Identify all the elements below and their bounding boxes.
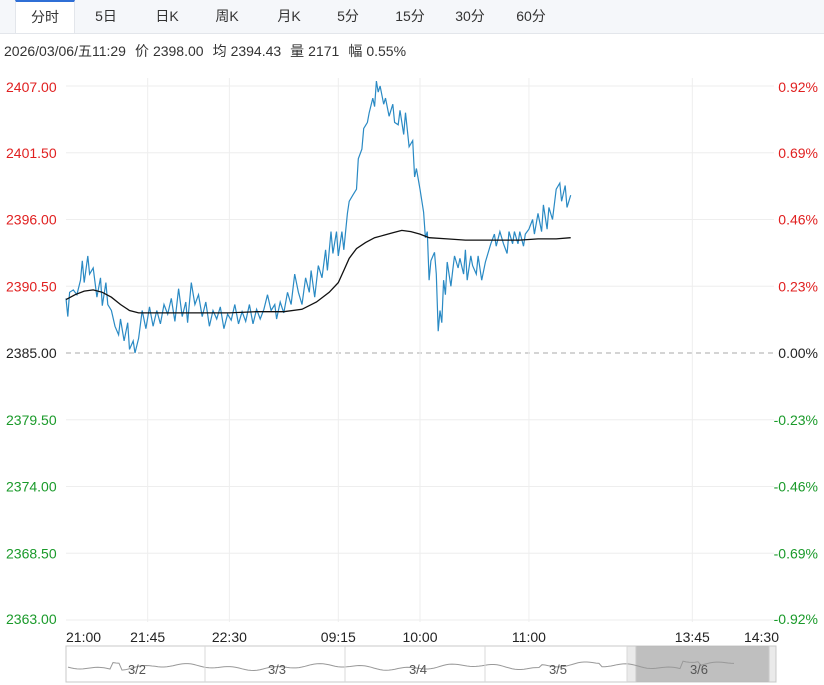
tab-15min[interactable]: 15分 — [395, 8, 425, 24]
tab-5min[interactable]: 5分 — [337, 8, 359, 24]
y-tick-label-right: 0.23% — [778, 278, 818, 294]
y-tick-label-left: 2379.50 — [6, 412, 57, 428]
y-tick-label-right: 0.46% — [778, 212, 818, 228]
price-value: 2398.00 — [152, 43, 204, 59]
y-tick-label-left: 2374.00 — [6, 479, 57, 495]
x-axis-labels: 21:00 21:45 22:30 09:15 10:00 11:00 13:45 14:30 — [66, 629, 779, 645]
x-tick-label: 13:45 — [675, 629, 710, 645]
x-tick-label: 11:00 — [512, 629, 546, 645]
x-tick-label: 21:00 — [66, 629, 101, 645]
navigator-mini-line — [67, 660, 735, 672]
navigator-date-label: 3/2 — [128, 662, 146, 677]
price-label: 价 — [134, 43, 149, 59]
y-tick-label-right: -0.69% — [774, 545, 818, 561]
tab-daily-k[interactable]: 日K — [155, 8, 179, 24]
y-tick-label-right: 0.00% — [778, 345, 818, 361]
x-tick-label: 21:45 — [130, 629, 165, 645]
amplitude-label: 幅 — [348, 43, 363, 59]
y-axis-right-labels: 0.92% 0.69% 0.46% 0.23% 0.00% -0.23% -0.46% -0.… — [774, 79, 818, 627]
y-tick-label-right: -0.23% — [774, 412, 818, 428]
navigator-selection[interactable] — [636, 646, 770, 682]
x-tick-label: 14:30 — [744, 629, 779, 645]
price-line — [65, 81, 572, 354]
tab-60min[interactable]: 60分 — [516, 8, 546, 24]
tab-intraday[interactable]: 分时 — [15, 0, 75, 33]
y-tick-label-left: 2363.00 — [6, 611, 57, 627]
x-tick-label: 22:30 — [212, 629, 247, 645]
y-tick-label-right: -0.92% — [774, 611, 818, 627]
avg-value: 2394.43 — [230, 43, 282, 59]
period-tab-bar: 分时 5日 日K 周K 月K 5分 15分 30分 60分 — [0, 0, 824, 34]
avg-label: 均 — [212, 43, 227, 59]
navigator-date-label: 3/3 — [268, 662, 286, 677]
y-tick-label-left: 2401.50 — [6, 145, 57, 161]
date-navigator[interactable]: 3/2 3/3 3/4 3/5 3/6 — [65, 645, 777, 683]
y-tick-label-left: 2396.00 — [6, 212, 57, 228]
tab-5day[interactable]: 5日 — [95, 8, 117, 24]
x-tick-label: 10:00 — [402, 629, 437, 645]
average-price-line — [65, 229, 571, 314]
y-tick-label-left: 2368.50 — [6, 545, 57, 561]
navigator-date-label: 3/6 — [690, 662, 708, 677]
x-tick-label: 09:15 — [321, 629, 356, 645]
volume-label: 量 — [290, 43, 305, 59]
y-tick-label-left: 2385.00 — [6, 345, 57, 361]
tab-30min[interactable]: 30分 — [455, 8, 485, 24]
quote-datetime: 2026/03/06/五11:29 — [4, 43, 126, 59]
navigator-date-label: 3/5 — [549, 662, 567, 677]
y-tick-label-left: 2390.50 — [6, 278, 57, 294]
navigator-date-label: 3/4 — [409, 662, 427, 677]
y-tick-label-left: 2407.00 — [6, 79, 57, 95]
y-axis-left-labels: 2407.00 2401.50 2396.00 2390.50 2385.00 2379.… — [6, 79, 57, 627]
chart-grid — [66, 78, 774, 622]
y-tick-label-right: 0.92% — [778, 79, 818, 95]
y-tick-label-right: -0.46% — [774, 479, 818, 495]
volume-value: 2171 — [308, 43, 340, 59]
amplitude-value: 0.55% — [366, 43, 407, 59]
tab-weekly-k[interactable]: 周K — [215, 8, 239, 24]
navigator-right-handle[interactable] — [768, 645, 777, 683]
quote-info-bar: 2026/03/06/五11:29 价 2398.00 均 2394.43 量 2171 幅 0… — [4, 41, 415, 61]
y-tick-label-right: 0.69% — [778, 145, 818, 161]
tab-monthly-k[interactable]: 月K — [277, 8, 301, 24]
